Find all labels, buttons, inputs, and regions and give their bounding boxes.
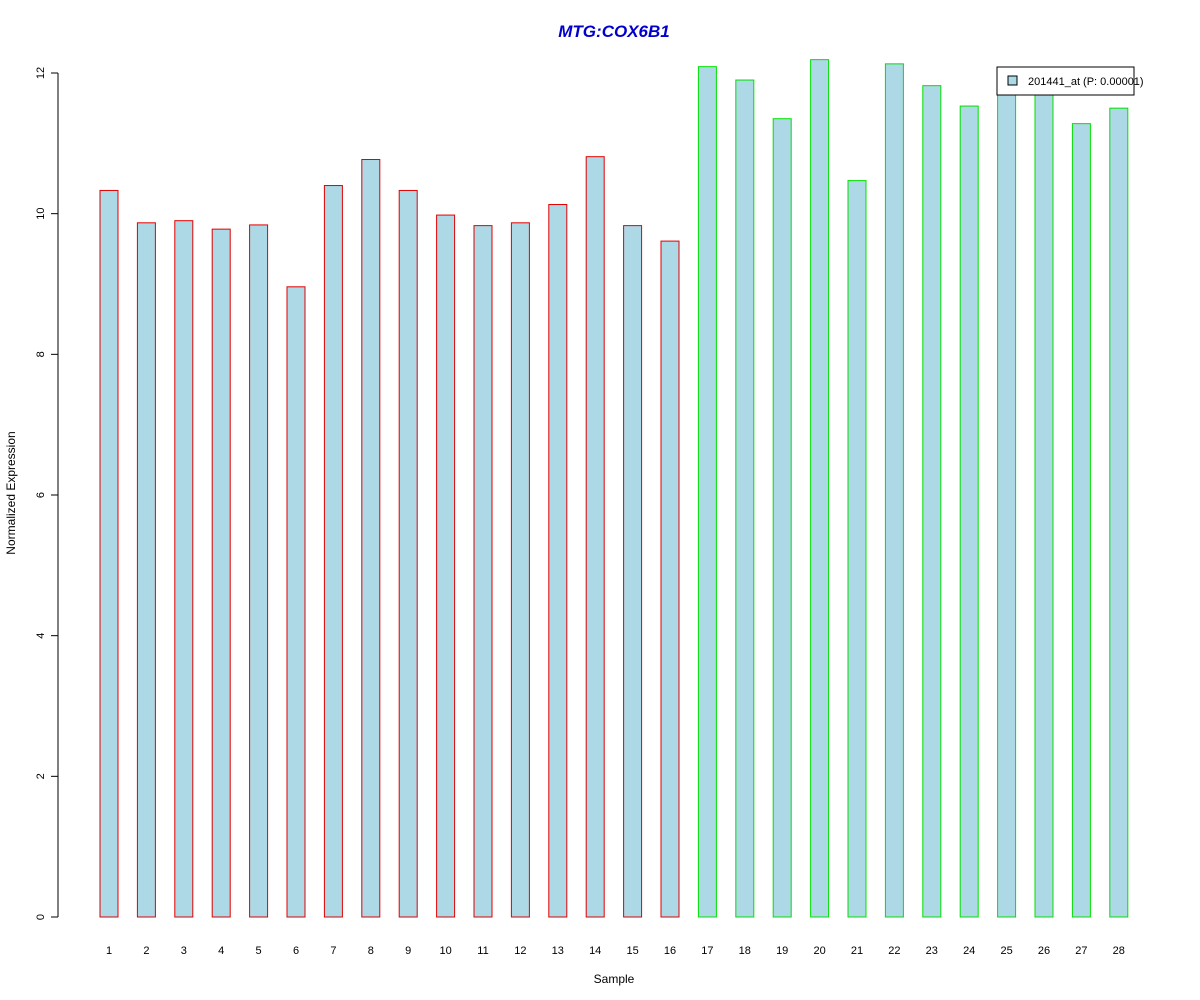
bar-sample-22 — [884, 63, 904, 918]
x-tick-label: 6 — [293, 945, 299, 957]
x-tick-label: 12 — [514, 945, 526, 957]
bar-sample-21 — [847, 180, 867, 918]
bar-sample-25 — [997, 92, 1017, 918]
y-tick-label: 4 — [35, 633, 47, 639]
bar-sample-2 — [136, 222, 156, 918]
legend-label: 201441_at (P: 0.00001) — [1028, 76, 1144, 88]
bar-sample-19 — [772, 118, 792, 918]
x-tick-label: 20 — [813, 945, 825, 957]
x-tick-labels: 1 2 3 4 5 6 7 8 9 10 11 12 13 14 15 16 17 18 19 20 21 22 23 24 2… — [106, 945, 1125, 957]
legend-box — [996, 66, 1135, 96]
x-tick-label: 4 — [218, 945, 224, 957]
bar-sample-27 — [1071, 123, 1091, 918]
x-tick-label: 14 — [589, 945, 601, 957]
x-tick-label: 24 — [963, 945, 975, 957]
bar-sample-26 — [1034, 92, 1054, 918]
x-tick-label: 3 — [181, 945, 187, 957]
y-axis-label: Normalized Expression — [4, 431, 18, 554]
y-tick-label: 0 — [35, 914, 47, 920]
x-tick-label: 19 — [776, 945, 788, 957]
y-tick-label: 12 — [35, 67, 47, 79]
x-tick-label: 7 — [330, 945, 336, 957]
x-tick-label: 13 — [552, 945, 564, 957]
bar-sample-11 — [473, 225, 493, 918]
bar-sample-7 — [323, 185, 343, 918]
bar-sample-17 — [697, 66, 717, 918]
x-tick-label: 1 — [106, 945, 112, 957]
x-tick-label: 10 — [439, 945, 451, 957]
x-tick-label: 16 — [664, 945, 676, 957]
bar-sample-14 — [585, 156, 605, 918]
legend-swatch — [1007, 75, 1018, 86]
x-axis-label: Sample — [594, 972, 635, 986]
legend: 201441_at (P: 0.00001) — [996, 66, 1144, 96]
bar-sample-16 — [660, 240, 680, 918]
x-tick-label: 28 — [1113, 945, 1125, 957]
x-tick-label: 2 — [143, 945, 149, 957]
x-tick-label: 25 — [1000, 945, 1012, 957]
x-tick-label: 27 — [1075, 945, 1087, 957]
x-tick-label: 18 — [739, 945, 751, 957]
bar-sample-20 — [810, 59, 830, 918]
x-tick-label: 23 — [926, 945, 938, 957]
bar-sample-28 — [1109, 107, 1129, 918]
y-tick-label: 8 — [35, 351, 47, 357]
x-tick-label: 8 — [368, 945, 374, 957]
x-tick-label: 17 — [701, 945, 713, 957]
bar-sample-23 — [922, 85, 942, 918]
y-tick-label: 2 — [35, 773, 47, 779]
bar-sample-1 — [99, 189, 119, 918]
bar-sample-8 — [361, 159, 381, 918]
x-tick-label: 15 — [626, 945, 638, 957]
y-tick-label: 10 — [35, 208, 47, 220]
bar-sample-4 — [211, 228, 231, 918]
x-tick-label: 5 — [256, 945, 262, 957]
bar-sample-12 — [510, 222, 530, 918]
x-tick-label: 21 — [851, 945, 863, 957]
bar-sample-24 — [959, 105, 979, 918]
y-tick-label: 6 — [35, 492, 47, 498]
bars-group — [99, 59, 1129, 918]
x-tick-label: 26 — [1038, 945, 1050, 957]
bar-sample-13 — [548, 204, 568, 918]
bar-sample-18 — [735, 79, 755, 918]
chart-title: MTG:COX6B1 — [558, 22, 669, 41]
bar-sample-9 — [398, 189, 418, 918]
bar-sample-6 — [286, 286, 306, 918]
bar-sample-3 — [174, 220, 194, 918]
x-tick-label: 22 — [888, 945, 900, 957]
y-axis: 0 2 4 6 8 10 12 — [35, 67, 59, 920]
bar-sample-10 — [436, 214, 456, 918]
bar-sample-5 — [249, 224, 269, 918]
bar-sample-15 — [623, 225, 643, 918]
x-tick-label: 9 — [405, 945, 411, 957]
x-tick-label: 11 — [477, 945, 488, 957]
